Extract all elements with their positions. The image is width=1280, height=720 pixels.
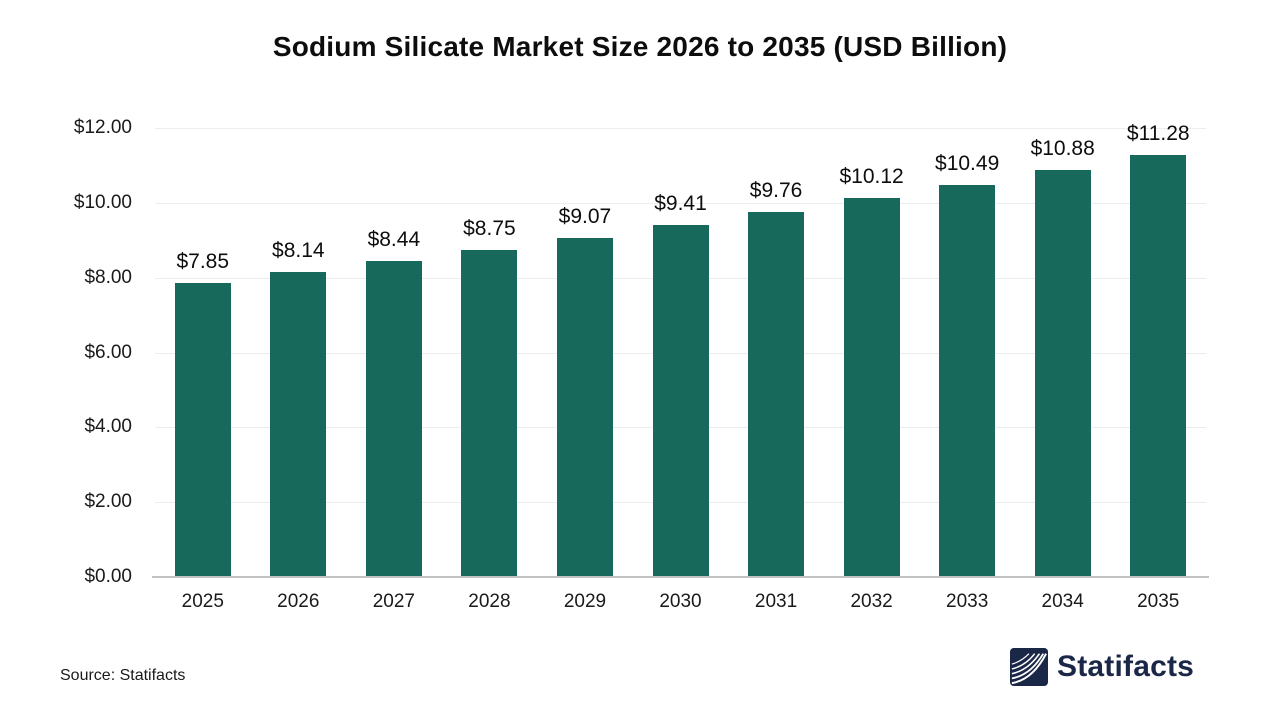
x-tick-label: 2030: [659, 591, 702, 612]
gridline: [155, 128, 1206, 129]
bar-slot: $10.12: [824, 128, 920, 577]
bar: [461, 249, 518, 577]
x-tick-label: 2033: [946, 591, 989, 612]
x-tick-label: 2025: [181, 591, 224, 612]
bar: [174, 283, 231, 577]
x-axis-line: [152, 576, 1209, 578]
x-tick-label: 2032: [850, 591, 893, 612]
x-tick-label: 2029: [563, 591, 607, 612]
bar-slot: $10.49: [919, 128, 1015, 577]
bar-slot: $9.41: [633, 128, 729, 577]
statifacts-logo-icon: [1010, 648, 1048, 686]
bar-slot: $10.88: [1015, 128, 1111, 577]
bar-slot: $7.85: [155, 128, 251, 577]
bar-value-label: $11.28: [1126, 121, 1190, 145]
plot-area: $7.85 $8.14 $8.44 $8.75 $9.07 $9.41 $9.76 $10.1…: [155, 122, 1206, 577]
bar-value-label: $9.76: [749, 178, 803, 202]
bar-slot: $9.76: [728, 128, 824, 577]
y-tick-label: $10.00: [73, 191, 132, 213]
brand-name: Statifacts: [1057, 650, 1195, 683]
bar: [1034, 169, 1091, 577]
bar-slot: $8.44: [346, 128, 442, 577]
bars-container: $7.85 $8.14 $8.44 $8.75 $9.07 $9.41 $9.76 $10.1…: [155, 122, 1206, 577]
bar-slot: $11.28: [1110, 122, 1206, 577]
bar-value-label: $9.07: [558, 204, 612, 228]
y-tick-label: $4.00: [84, 416, 132, 438]
x-axis: 2025 2026 2027 2028 2029 2030 2031 2032 2033 2034…: [155, 590, 1206, 614]
x-tick-label: 2027: [372, 591, 415, 612]
bar: [843, 198, 900, 577]
bar-slot: $9.07: [537, 128, 633, 577]
y-tick-label: $12.00: [73, 117, 132, 138]
bar: [939, 184, 996, 577]
bar-value-label: $8.14: [272, 239, 325, 263]
bar-slot: $8.75: [442, 128, 538, 577]
x-tick-label: 2028: [468, 591, 511, 612]
bar: [748, 211, 805, 577]
y-tick-label: $0.00: [84, 566, 132, 587]
x-tick-label: 2035: [1137, 591, 1180, 612]
bar: [652, 224, 709, 577]
bar-value-label: $10.88: [1030, 136, 1095, 160]
y-tick-label: $2.00: [84, 491, 132, 513]
y-axis: $0.00 $2.00 $4.00 $6.00 $8.00 $10.00 $12.00: [0, 117, 132, 587]
x-tick-label: 2026: [277, 591, 320, 612]
bar-value-label: $7.85: [176, 250, 230, 274]
gridline: [155, 203, 1206, 204]
bar: [556, 237, 613, 577]
source-note: Source: Statifacts: [60, 667, 186, 684]
bar: [1130, 154, 1187, 577]
chart-title: Sodium Silicate Market Size 2026 to 2035…: [272, 31, 1008, 62]
y-tick-label: $6.00: [84, 341, 132, 363]
bar-value-label: $8.75: [463, 216, 516, 240]
bar-value-label: $10.12: [839, 165, 904, 189]
bar: [365, 261, 422, 577]
bar-value-label: $9.41: [654, 191, 707, 215]
bar-slot: $8.14: [251, 128, 347, 577]
bar-value-label: $8.44: [367, 228, 421, 252]
y-tick-label: $8.00: [84, 266, 132, 288]
bar: [270, 272, 327, 577]
x-tick-label: 2034: [1041, 591, 1084, 612]
bar-value-label: $10.49: [935, 151, 1000, 175]
x-tick-label: 2031: [754, 591, 798, 612]
brand-logo: Statifacts: [1010, 648, 1194, 686]
